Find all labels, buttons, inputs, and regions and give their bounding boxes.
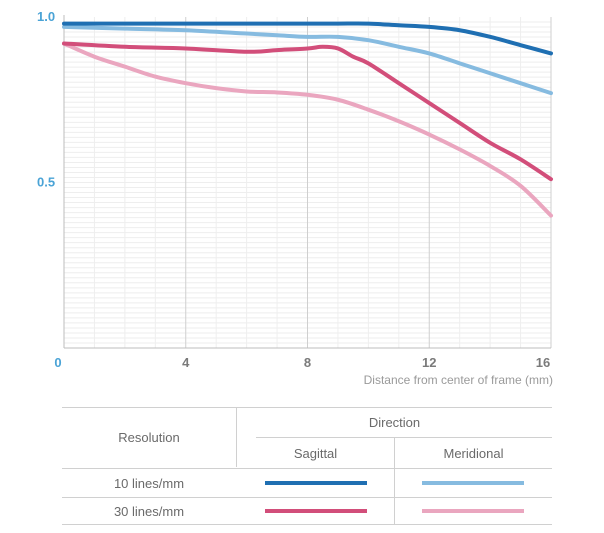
x-tick-label: 8 [304,355,311,370]
x-axis-label: Distance from center of frame (mm) [364,373,553,387]
chart-lines [62,21,553,218]
meridional-header: Meridional [443,445,504,461]
series-line-2 [62,41,553,182]
sagittal-header: Sagittal [293,445,338,461]
legend-top-rule [62,407,552,408]
x-tick-label: 4 [182,355,190,370]
swatch-10-meridional [422,481,524,485]
chart-labels: 1.0 0.5 0 4 8 12 16 Distance from center of fra… [37,9,553,387]
chart-axes [63,15,551,349]
series-line-3 [62,41,553,218]
series-line-1 [62,24,553,96]
legend-header-bottom-rule [62,468,552,469]
x-tick-label: 0 [54,355,61,370]
y-tick-label: 1.0 [37,9,55,24]
swatch-30-meridional [422,509,524,513]
legend-table: Resolution Direction Sagittal Meridional… [62,407,552,525]
mtf-chart: 1.0 0.5 0 4 8 12 16 Distance from center of fra… [37,9,553,387]
swatch-30-sagittal [265,509,367,513]
legend-vertical-rule [236,407,237,467]
legend-bottom-rule [62,524,552,525]
series-line-0 [62,21,553,56]
resolution-header: Resolution [118,430,180,445]
x-tick-label: 12 [422,355,436,370]
swatch-10-sagittal [265,481,367,485]
row-30-label: 30 lines/mm [113,503,185,519]
legend-row-rule [62,497,552,498]
row-10-label: 10 lines/mm [113,475,185,491]
legend-subheader-rule [256,437,552,438]
chart-grid [64,17,552,348]
legend-subheader-divider [394,437,395,525]
direction-header: Direction [368,414,421,430]
y-tick-label: 0.5 [37,175,55,190]
x-tick-label: 16 [536,355,550,370]
